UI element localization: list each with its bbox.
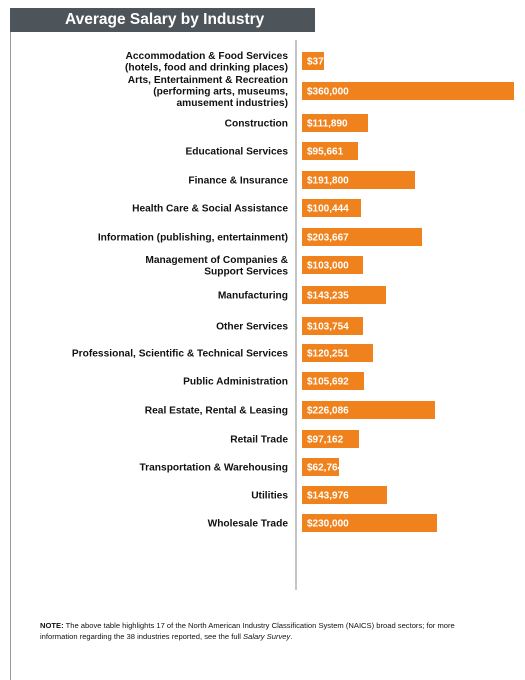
category-label: Transportation & Warehousing [140, 463, 288, 474]
category-label: Utilities [251, 491, 288, 502]
bar [302, 52, 324, 70]
category-label: Manufacturing [218, 291, 288, 302]
bar-value-label: $105,692 [307, 377, 349, 388]
bar-value-label: $37,993 [307, 57, 344, 68]
bar [302, 430, 359, 448]
bar-value-label: $103,754 [307, 322, 349, 333]
category-label: Management of Companies & [145, 255, 288, 266]
note-tail: . [290, 631, 293, 641]
bar [302, 199, 361, 217]
bar [302, 514, 437, 532]
bar-value-label: $203,667 [307, 233, 349, 244]
category-label: (hotels, food and drinking places) [125, 62, 288, 73]
bar-value-label: $120,251 [307, 349, 349, 360]
bar-value-label: $103,000 [307, 261, 349, 272]
bar-value-label: $360,000 [307, 87, 349, 98]
chart-title: Average Salary by Industry [65, 11, 265, 28]
left-border-rule [10, 30, 11, 680]
bar-value-label: $191,800 [307, 176, 349, 187]
bar [302, 344, 373, 362]
bar [302, 82, 514, 100]
bar-value-label: $100,444 [307, 204, 349, 215]
bar [302, 256, 363, 274]
category-label: Retail Trade [230, 435, 288, 446]
salary-bar-chart: $37,993 Accommodation & Food Services(hot… [72, 40, 514, 590]
bar-value-label: $97,162 [307, 435, 344, 446]
category-label: Professional, Scientific & Technical Ser… [72, 349, 288, 360]
bar [302, 171, 415, 189]
bar-value-label: $143,976 [307, 491, 349, 502]
bar [302, 228, 422, 246]
category-label: Accommodation & Food Services [126, 51, 289, 62]
bar [302, 317, 363, 335]
bar [302, 401, 435, 419]
note-text: The above table highlights 17 of the Nor… [40, 621, 455, 641]
category-label: Wholesale Trade [208, 519, 289, 530]
bar-value-label: $62,764 [307, 463, 344, 474]
bar-value-label: $95,661 [307, 147, 344, 158]
bar [302, 372, 364, 390]
category-label: Real Estate, Rental & Leasing [145, 406, 288, 417]
category-label: Public Administration [183, 377, 288, 388]
category-label: Information (publishing, entertainment) [98, 233, 288, 244]
bar [302, 286, 386, 304]
note-lead: NOTE: [40, 621, 64, 630]
category-label: Arts, Entertainment & Recreation [128, 75, 288, 86]
bar [302, 142, 358, 160]
category-label: Finance & Insurance [188, 176, 288, 187]
bar [302, 486, 387, 504]
category-label: (performing arts, museums, [153, 87, 288, 98]
category-label: Other Services [216, 322, 288, 333]
bar [302, 458, 339, 476]
category-label: amusement industries) [176, 98, 288, 109]
title-banner: Average Salary by Industry [10, 8, 315, 32]
bar [302, 114, 368, 132]
category-label: Support Services [204, 266, 288, 277]
footnote: NOTE: The above table highlights 17 of t… [40, 621, 480, 642]
category-label: Educational Services [186, 147, 289, 158]
category-label: Health Care & Social Assistance [132, 204, 288, 215]
bar-value-label: $226,086 [307, 406, 349, 417]
note-emphasis: Salary Survey [243, 631, 291, 641]
bar-value-label: $111,890 [307, 119, 348, 130]
category-label: Construction [225, 119, 288, 130]
bar-value-label: $230,000 [307, 519, 349, 530]
bar-value-label: $143,235 [307, 291, 349, 302]
